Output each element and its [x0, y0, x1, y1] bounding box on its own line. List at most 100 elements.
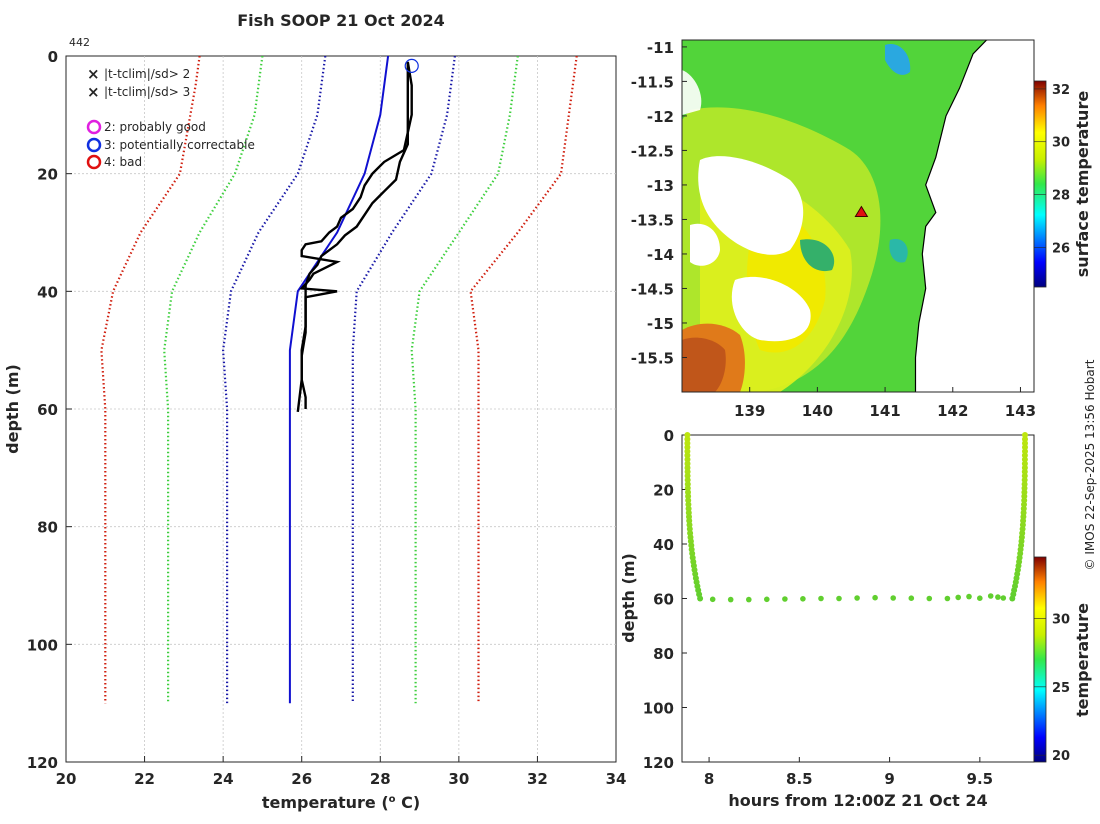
legend-circle-blue-icon: [86, 137, 102, 153]
legend-entry-flag2: 2: probably good: [86, 119, 206, 135]
map-colorbar-ticks: 26 28 30 32: [1034, 83, 1070, 256]
series-clim_mean: [288, 56, 390, 704]
ascent-point: [1022, 440, 1028, 447]
legend-label-flag4: 4: bad: [104, 155, 142, 169]
legend-x-red-icon: ×: [87, 83, 100, 101]
bottom-point: [995, 594, 1001, 600]
descent-point: [684, 432, 691, 438]
map-cloud-1: [698, 156, 804, 255]
map-x-tick-label: 143: [1005, 402, 1036, 420]
profile-y-tick-label: 40: [37, 283, 58, 301]
track-x-tick-label: 9.5: [967, 770, 994, 788]
map-cloud-2: [731, 276, 811, 342]
legend-entry-clim3: × |t-tclim|/sd> 3: [87, 83, 190, 101]
map-y-tick-label: -13: [647, 177, 674, 195]
legend-label-clim3: |t-tclim|/sd> 3: [104, 85, 190, 99]
ascent-point: [1022, 432, 1028, 438]
track-y-tick-label: 80: [653, 645, 674, 663]
map-y-tick-label: -15.5: [631, 349, 674, 367]
track-y-tick-label: 60: [653, 591, 674, 609]
map-ticks: 139 140 141 142 143 -11 -11.5 -12 -12.5 -13 -13.5 -…: [631, 39, 1036, 420]
map-cool-patch-1: [885, 44, 911, 75]
profile-legend: × |t-tclim|/sd> 2 × |t-tclim|/sd> 3 2: p…: [86, 65, 255, 170]
profile-x-tick-label: 26: [291, 770, 312, 788]
legend-entry-flag4: 4: bad: [86, 154, 142, 170]
descent-point: [684, 460, 691, 467]
map-cool-patch-2: [889, 239, 908, 263]
bottom-point: [709, 596, 716, 603]
profile-x-tick-label: 28: [370, 770, 391, 788]
legend-circle-red-icon: [86, 154, 102, 170]
map-y-tick-label: -15: [647, 315, 674, 333]
track-x-label: hours from 12:00Z 21 Oct 24: [728, 791, 987, 810]
bottom-point: [727, 596, 734, 603]
legend-x-green-icon: ×: [87, 65, 100, 83]
track-series: [684, 432, 1028, 603]
bottom-point: [1000, 595, 1007, 601]
figure-title: Fish SOOP 21 Oct 2024: [237, 11, 445, 30]
map-x-tick-label: 140: [802, 402, 833, 420]
track-colorbar: [1033, 556, 1047, 763]
map-cloud-3: [690, 223, 720, 266]
profile-y-label: depth (m): [3, 364, 22, 454]
profile-y-tick-label: 60: [37, 401, 58, 419]
legend-label-flag2: 2: probably good: [104, 120, 206, 134]
bottom-point: [944, 595, 951, 602]
bottom-point: [836, 595, 842, 602]
ascent-point: [1021, 456, 1028, 463]
descent-point: [684, 468, 691, 475]
bottom-point: [926, 595, 933, 602]
bottom-point: [818, 595, 824, 602]
track-y-tick-label: 40: [653, 536, 674, 554]
bottom-point: [966, 593, 972, 600]
map-x-tick-label: 141: [869, 402, 900, 420]
bottom-point: [854, 595, 860, 601]
profile-x-tick-label: 32: [527, 770, 548, 788]
map-colorbar-label: surface temperature: [1073, 91, 1092, 278]
map-land: [914, 40, 1034, 392]
ascent-point: [1022, 436, 1028, 443]
map-y-tick-label: -11: [647, 39, 674, 57]
bottom-point: [782, 596, 788, 602]
ascent-point: [1021, 460, 1028, 467]
map-hot-sw-core: [682, 337, 726, 392]
track-x-tick-label: 9: [884, 770, 894, 788]
series-clim_plus_2sd: [410, 56, 519, 704]
bottom-point: [800, 596, 806, 602]
map-x-tick-label: 139: [734, 402, 765, 420]
bottom-point: [908, 595, 915, 601]
map-colorbar-tick-label: 32: [1052, 83, 1070, 98]
bottom-point: [987, 593, 994, 599]
legend-circle-magenta-icon: [86, 119, 102, 135]
profile-location-marker: [854, 205, 869, 218]
profile-y-tick-label: 0: [48, 48, 58, 66]
map-field: [682, 40, 1034, 392]
profile-grid: [66, 56, 616, 762]
legend-entry-clim2: × |t-tclim|/sd> 2: [87, 65, 190, 83]
profile-x-tick-label: 34: [606, 770, 627, 788]
track-y-label: depth (m): [619, 553, 638, 643]
series-clim_minus_3sd: [100, 56, 201, 704]
bottom-point: [955, 594, 961, 601]
map-y-tick-label: -12.5: [631, 142, 674, 160]
map-cool-patch-3: [800, 239, 835, 272]
track-x-tick-label: 8.5: [786, 770, 813, 788]
profile-y-tick-label: 20: [37, 166, 58, 184]
ascent-point: [1021, 452, 1028, 459]
profile-x-tick-label: 24: [213, 770, 234, 788]
track-colorbar-tick-label: 25: [1052, 681, 1070, 696]
profile-x-tick-label: 20: [56, 770, 77, 788]
track-y-tick-label: 0: [664, 427, 674, 445]
bottom-point: [977, 595, 983, 601]
track-y-tick-label: 120: [643, 754, 674, 772]
profile-y-tick-label: 80: [37, 519, 58, 537]
series-clim_minus_2sd: [163, 56, 264, 704]
profile-location-triangle: [854, 205, 869, 218]
bottom-point: [890, 595, 896, 601]
track-colorbar-ticks: 20 25 30: [1034, 613, 1070, 764]
descent-point: [684, 456, 691, 463]
bottom-point: [746, 596, 752, 603]
map-y-tick-label: -14.5: [631, 280, 674, 298]
